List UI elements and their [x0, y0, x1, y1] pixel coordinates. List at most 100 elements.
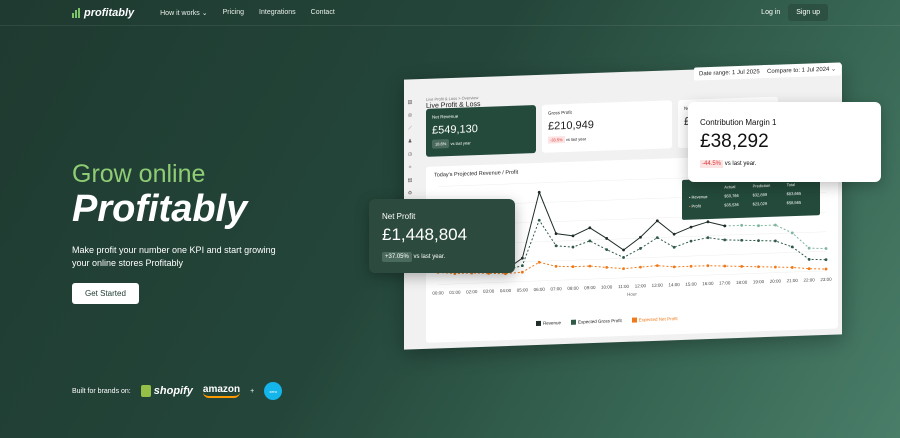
- contribution-margin-card: Contribution Margin 1 £38,292 -44.5% vs la…: [688, 102, 881, 182]
- data-point: [605, 248, 609, 252]
- data-point: [554, 232, 558, 236]
- data-point: [520, 264, 524, 268]
- trend-icon: ⟋: [408, 125, 412, 132]
- data-point: [622, 267, 625, 271]
- nav-contact[interactable]: Contact: [310, 9, 335, 16]
- data-point: [672, 245, 676, 249]
- x-tick-label: 09:00: [584, 285, 596, 290]
- gridline: [438, 270, 826, 285]
- data-point: [537, 218, 541, 222]
- box-icon: ◎: [407, 112, 413, 119]
- data-point: [807, 246, 811, 250]
- data-point: [723, 264, 727, 268]
- hero-subtitle: Make profit your number one KPI and star…: [72, 245, 276, 268]
- dashboard-sidebar: ▥ ◎ ⟋ ♟ ◷ ⌗ ▤ ⚙: [404, 99, 416, 196]
- x-tick-label: 01:00: [449, 290, 461, 295]
- x-tick-label: 05:00: [517, 287, 529, 292]
- data-point: [588, 239, 592, 243]
- x-tick-label: 20:00: [770, 278, 782, 283]
- x-tick-label: 07:00: [550, 286, 562, 291]
- brand-name: profitably: [84, 6, 135, 19]
- chart-icon: ▥: [407, 99, 413, 106]
- brand-logo[interactable]: profitably: [72, 7, 134, 19]
- legend-revenue[interactable]: Revenue: [536, 320, 561, 327]
- login-link[interactable]: Log in: [761, 9, 781, 16]
- data-point: [773, 265, 777, 269]
- data-point: [622, 256, 625, 259]
- legend-net-profit[interactable]: Expected Net Profit: [631, 316, 678, 324]
- data-point: [571, 245, 575, 249]
- data-point: [554, 264, 558, 268]
- x-tick-label: 14:00: [669, 282, 681, 287]
- x-tick-label: 10:00: [601, 284, 613, 289]
- get-started-button[interactable]: Get Started: [72, 283, 139, 304]
- nav-integrations[interactable]: Integrations: [259, 9, 296, 16]
- x-tick-label: 21:00: [787, 278, 799, 283]
- data-point: [622, 248, 625, 252]
- data-point: [689, 264, 693, 268]
- data-point: [706, 220, 710, 224]
- data-point: [672, 232, 676, 236]
- x-tick-label: 03:00: [483, 288, 495, 293]
- data-point: [655, 264, 659, 268]
- doc-icon: ▤: [407, 177, 413, 184]
- data-point: [689, 239, 693, 243]
- clock-icon: ◷: [407, 151, 413, 158]
- data-point: [790, 266, 794, 269]
- data-point: [740, 238, 744, 242]
- x-tick-label: 11:00: [618, 284, 629, 289]
- compare-select[interactable]: Compare to: 1 Jul 2024 ⌄: [762, 62, 842, 79]
- x-tick-label: 17:00: [719, 280, 731, 285]
- x-tick-label: 02:00: [466, 289, 478, 294]
- x-tick-label: 04:00: [500, 288, 512, 293]
- data-point: [773, 223, 777, 227]
- top-nav: profitably How it works ⌄ Pricing Integr…: [0, 0, 900, 26]
- data-point: [757, 265, 760, 269]
- nav-pricing[interactable]: Pricing: [222, 9, 245, 16]
- data-point: [588, 264, 592, 268]
- hero-line2: Profitably: [72, 188, 248, 230]
- data-point: [588, 226, 592, 230]
- xero-logo: xero: [264, 382, 283, 400]
- amazon-logo: amazon: [202, 384, 241, 398]
- data-point: [605, 237, 609, 240]
- data-point: [605, 265, 609, 269]
- data-point: [639, 265, 642, 269]
- data-point: [740, 223, 744, 227]
- data-point: [824, 247, 828, 250]
- data-point: [554, 244, 558, 248]
- x-tick-label: 15:00: [685, 281, 697, 286]
- data-point: [824, 258, 828, 262]
- data-point: [639, 247, 642, 250]
- data-point: [639, 235, 642, 239]
- data-point: [571, 234, 575, 238]
- gross-profit-card: Gross Profit £210,949 -33.5% vs last year: [542, 100, 672, 153]
- data-point: [520, 256, 524, 260]
- nav-how-it-works[interactable]: How it works ⌄: [160, 9, 208, 17]
- data-point: [773, 239, 777, 243]
- date-range-select[interactable]: Date range: 1 Jul 2025 ⌄: [694, 64, 772, 81]
- data-point: [824, 267, 828, 271]
- x-axis-label: Hour: [627, 291, 637, 296]
- net-profit-highlight-card: Net Profit £1,448,804 +37.05% vs last year…: [369, 199, 515, 273]
- x-tick-label: 19:00: [753, 279, 765, 284]
- x-tick-label: 00:00: [432, 290, 444, 295]
- data-point: [723, 238, 727, 242]
- chevron-down-icon: ⌄: [201, 9, 208, 17]
- data-point: [790, 245, 794, 249]
- data-point: [807, 257, 811, 261]
- tag-icon: ⌗: [408, 164, 412, 171]
- series-line-expected-net-profit: [437, 261, 827, 275]
- net-revenue-card: Net Revenue £549,130 18.6% vs last year: [426, 105, 536, 157]
- legend-gross-profit[interactable]: Expected Gross Profit: [571, 318, 622, 326]
- x-tick-label: 12:00: [635, 283, 647, 288]
- settings-icon: ⚙: [407, 190, 413, 197]
- users-icon: ♟: [407, 138, 413, 145]
- x-tick-label: 22:00: [803, 277, 815, 282]
- x-tick-label: 16:00: [702, 281, 714, 286]
- data-point: [723, 224, 727, 228]
- signup-button[interactable]: Sign up: [788, 4, 828, 21]
- data-point: [757, 224, 760, 228]
- data-point: [571, 265, 575, 269]
- data-point: [706, 236, 710, 240]
